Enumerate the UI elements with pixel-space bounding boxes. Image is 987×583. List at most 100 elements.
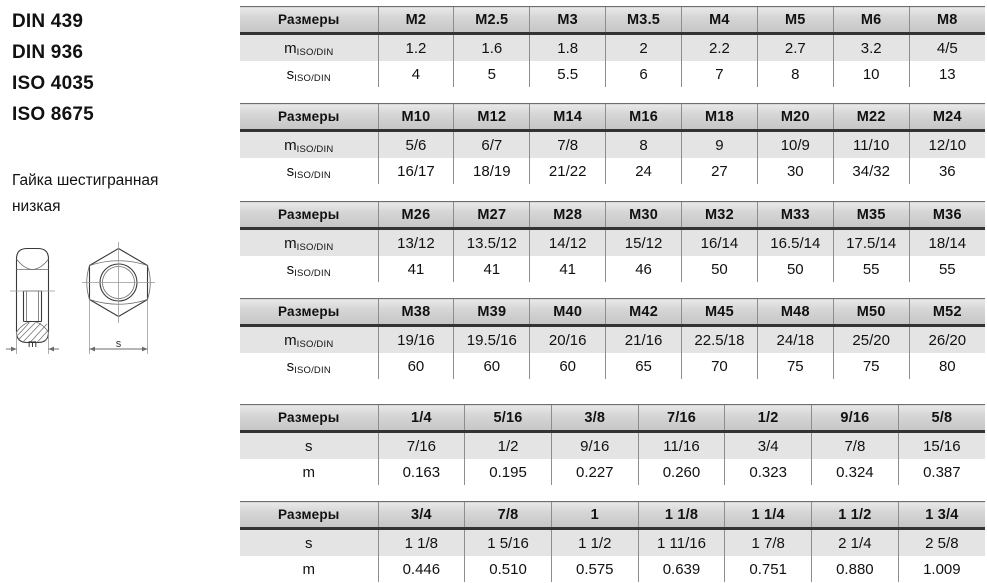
table-cell-value: 24/18 xyxy=(756,325,834,353)
row-label-subscript: ISO/DIN xyxy=(294,267,331,279)
column-header-size: M6 xyxy=(832,6,910,35)
column-header-size: M32 xyxy=(681,201,758,230)
table-cell-value: 21/22 xyxy=(529,158,606,185)
table-cell-value: 55 xyxy=(832,256,910,283)
table-cell-value: 13/12 xyxy=(377,228,454,256)
column-header-size: M18 xyxy=(681,103,758,132)
table-cell-value: 11/10 xyxy=(832,130,910,158)
column-header-size: M12 xyxy=(453,103,530,132)
row-label: sISO/DIN xyxy=(286,162,331,181)
row-label-cell: sISO/DIN xyxy=(240,158,378,185)
table-cell-value: 34/32 xyxy=(832,158,910,185)
table-cell-value: 14/12 xyxy=(529,228,606,256)
column-header-size: 3/8 xyxy=(550,404,639,433)
table-header-row: Размеры M26 M27 M28 M30 M32 M33 M35 M36 xyxy=(240,201,985,230)
standard-item-din439: DIN 439 xyxy=(12,11,84,32)
column-header-size: 1 1/2 xyxy=(811,501,899,530)
table-cell-value: 19.5/16 xyxy=(453,325,530,353)
table-cell-value: 12/10 xyxy=(908,130,985,158)
column-header-size: 7/8 xyxy=(464,501,552,530)
row-label: sISO/DIN xyxy=(286,260,331,279)
table-cell-value: 11/16 xyxy=(637,431,725,459)
table-cell-value: 0.446 xyxy=(377,556,465,583)
table-cell-value: 25/20 xyxy=(832,325,910,353)
table-row: m 0.163 0.195 0.227 0.260 0.323 0.324 0.387 xyxy=(240,459,985,486)
table-cell-value: 0.510 xyxy=(464,556,552,583)
row-label-cell: mISO/DIN xyxy=(240,33,378,61)
column-header-size: M33 xyxy=(756,201,834,230)
table-cell-value: 1 5/16 xyxy=(464,528,552,556)
table-cell-value: 0.639 xyxy=(637,556,725,583)
column-header-size: 1 3/4 xyxy=(897,501,985,530)
table-header-row: Размеры M2 M2.5 M3 M3.5 M4 M5 M6 M8 xyxy=(240,6,985,35)
row-label-cell: m xyxy=(240,556,378,583)
table-cell-value: 16.5/14 xyxy=(756,228,834,256)
row-label-cell: s xyxy=(240,528,378,556)
column-header-size: 9/16 xyxy=(811,404,899,433)
table-cell-value: 10/9 xyxy=(756,130,834,158)
column-header-size: 1/2 xyxy=(724,404,812,433)
table-cell-value: 7 xyxy=(681,61,758,88)
technical-drawing: m s xyxy=(2,228,234,360)
table-cell-value: 75 xyxy=(756,353,834,380)
dimension-s: s xyxy=(89,299,148,354)
column-header-size: M14 xyxy=(529,103,606,132)
dimension-s-label: s xyxy=(116,338,122,350)
column-header-size: M35 xyxy=(832,201,910,230)
table-cell-value: 1/2 xyxy=(464,431,552,459)
column-header-label: Размеры xyxy=(240,501,378,530)
table-cell-value: 13.5/12 xyxy=(453,228,530,256)
table-cell-value: 60 xyxy=(529,353,606,380)
table-row: m 0.446 0.510 0.575 0.639 0.751 0.880 1.009 xyxy=(240,556,985,583)
product-title-line-1: Гайка шестигранная xyxy=(12,172,159,189)
table-header-row: Размеры 1/4 5/16 3/8 7/16 1/2 9/16 5/8 xyxy=(240,404,985,433)
table-cell-value: 5.5 xyxy=(529,61,606,88)
table-cell-value: 1.6 xyxy=(453,33,530,61)
table-cell-value: 7/8 xyxy=(529,130,606,158)
table-cell-value: 2.2 xyxy=(681,33,758,61)
table-cell-value: 0.227 xyxy=(550,459,639,486)
spec-table: Размеры M38 M39 M40 M42 M45 M48 M50 M52 mISO/DIN 1… xyxy=(240,298,985,380)
column-header-size: M8 xyxy=(908,6,985,35)
table-cell-value: 0.387 xyxy=(897,459,985,486)
table-cell-value: 1 1/8 xyxy=(377,528,465,556)
table-cell-value: 26/20 xyxy=(908,325,985,353)
table-cell-value: 4/5 xyxy=(908,33,985,61)
table-cell-value: 21/16 xyxy=(605,325,682,353)
column-header-size: M48 xyxy=(756,298,834,327)
table-cell-value: 15/16 xyxy=(897,431,985,459)
table-cell-value: 1.2 xyxy=(377,33,454,61)
table-cell-value: 18/19 xyxy=(453,158,530,185)
table-cell-value: 9 xyxy=(681,130,758,158)
product-info-panel: DIN 439 DIN 936 ISO 4035 ISO 8675 Гайка … xyxy=(0,0,236,582)
column-header-size: M2 xyxy=(377,6,454,35)
column-header-size: 1 1/4 xyxy=(724,501,812,530)
column-header-size: M50 xyxy=(832,298,910,327)
hex-nut-side-view-icon xyxy=(10,247,55,344)
table-cell-value: 1 7/8 xyxy=(724,528,812,556)
column-header-size: M39 xyxy=(453,298,530,327)
column-header-size: M36 xyxy=(908,201,985,230)
table-cell-value: 2 xyxy=(605,33,682,61)
table-cell-value: 6/7 xyxy=(453,130,530,158)
spec-table: Размеры M2 M2.5 M3 M3.5 M4 M5 M6 M8 mISO/DIN 1.2 1.… xyxy=(240,6,985,88)
table-cell-value: 17.5/14 xyxy=(832,228,910,256)
column-header-size: M28 xyxy=(529,201,606,230)
row-label: sISO/DIN xyxy=(286,65,331,84)
table-cell-value: 1.009 xyxy=(897,556,985,583)
row-label-subscript: ISO/DIN xyxy=(294,364,331,376)
table-cell-value: 0.195 xyxy=(464,459,552,486)
table-cell-value: 3/4 xyxy=(724,431,812,459)
spec-table: Размеры M10 M12 M14 M16 M18 M20 M22 M24 mISO/DIN 5… xyxy=(240,103,985,185)
row-label-cell: mISO/DIN xyxy=(240,130,378,158)
row-label-subscript: ISO/DIN xyxy=(294,169,331,181)
row-label: sISO/DIN xyxy=(286,357,331,376)
standard-item-din936: DIN 936 xyxy=(12,42,84,63)
table-cell-value: 41 xyxy=(529,256,606,283)
table-row: s 7/16 1/2 9/16 11/16 3/4 7/8 15/16 xyxy=(240,431,985,459)
table-cell-value: 2.7 xyxy=(756,33,834,61)
column-header-size: M52 xyxy=(908,298,985,327)
table-cell-value: 50 xyxy=(756,256,834,283)
table-header-row: Размеры M38 M39 M40 M42 M45 M48 M50 M52 xyxy=(240,298,985,327)
column-header-size: 7/16 xyxy=(637,404,725,433)
